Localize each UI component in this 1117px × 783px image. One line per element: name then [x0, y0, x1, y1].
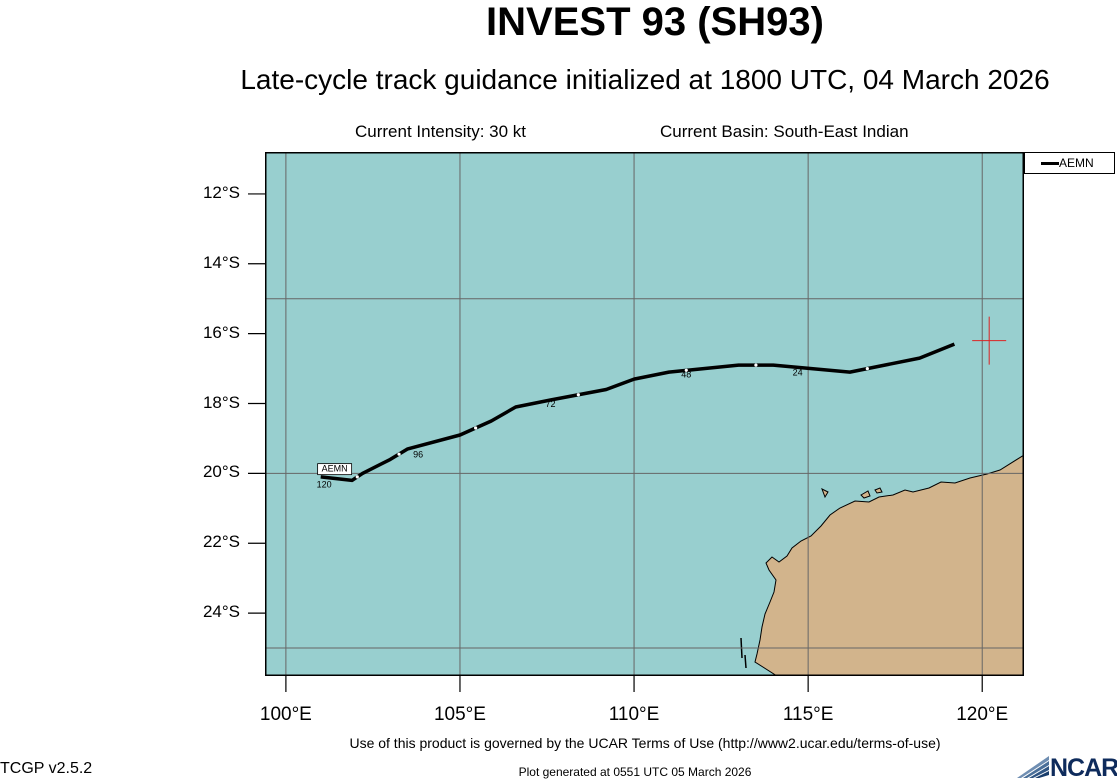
legend: AEMN	[1024, 152, 1115, 174]
gridlines	[265, 152, 1024, 676]
lon-tick-label: 120°E	[956, 704, 1009, 725]
lon-tick-label: 115°E	[782, 704, 834, 725]
track-hour-label: 24	[793, 368, 803, 378]
track-name-tag-box	[317, 463, 353, 476]
lon-tick-label: 105°E	[433, 704, 486, 725]
page-title: INVEST 93 (SH93)	[486, 0, 824, 44]
ncar-logo-icon	[1017, 756, 1049, 778]
lon-tick-label: 110°E	[608, 704, 660, 725]
track-tick	[865, 366, 869, 371]
track-tick	[684, 368, 688, 372]
track-hour-label: 96	[413, 450, 423, 460]
track-map: 24 48 72 96 120 AEMN	[265, 152, 1024, 676]
lat-tick-label: 22°S	[202, 532, 240, 552]
lat-tick-label: 12°S	[202, 182, 240, 202]
track-hour-label: 48	[681, 369, 691, 379]
lon-tick-label: 100°E	[259, 704, 312, 725]
track-tick	[576, 393, 580, 397]
ncar-logo: NCAR	[1013, 752, 1117, 782]
lat-tick-label: 18°S	[202, 392, 240, 412]
island	[874, 487, 883, 494]
current-position-marker	[972, 316, 1007, 365]
lat-tick-label: 20°S	[202, 462, 240, 482]
terms-of-use: Use of this product is governed by the U…	[349, 735, 941, 751]
track-ticks	[355, 363, 869, 479]
island	[744, 654, 747, 669]
track-labels: 24 48 72 96 120 AEMN	[317, 368, 803, 490]
track-hour-label: 120	[317, 479, 332, 489]
map-frame	[265, 152, 1024, 676]
lat-tick-label: 16°S	[202, 322, 240, 342]
generated-time: Plot generated at 0551 UTC 05 March 2026	[518, 765, 752, 779]
current-basin: Current Basin: South-East Indian	[660, 122, 909, 141]
lat-tick-label: 24°S	[202, 602, 240, 622]
ncar-logo-text: NCAR	[1050, 754, 1117, 782]
legend-line	[1041, 162, 1059, 165]
page-subtitle: Late-cycle track guidance initialized at…	[240, 64, 1050, 95]
island	[860, 490, 871, 499]
track-tick	[397, 452, 401, 456]
track-hour-label: 72	[545, 399, 555, 409]
track-name-tag: AEMN	[322, 464, 348, 474]
track-line-aemn	[320, 342, 956, 483]
legend-label: AEMN	[1059, 156, 1094, 170]
track-tick	[474, 426, 478, 430]
lat-tick-label: 14°S	[202, 252, 240, 272]
version-label: TCGP v2.5.2	[0, 760, 93, 777]
australia-land	[754, 454, 1024, 676]
island	[821, 487, 829, 499]
track-tick	[355, 475, 359, 479]
track-tick	[754, 363, 758, 367]
current-intensity: Current Intensity: 30 kt	[355, 122, 527, 141]
